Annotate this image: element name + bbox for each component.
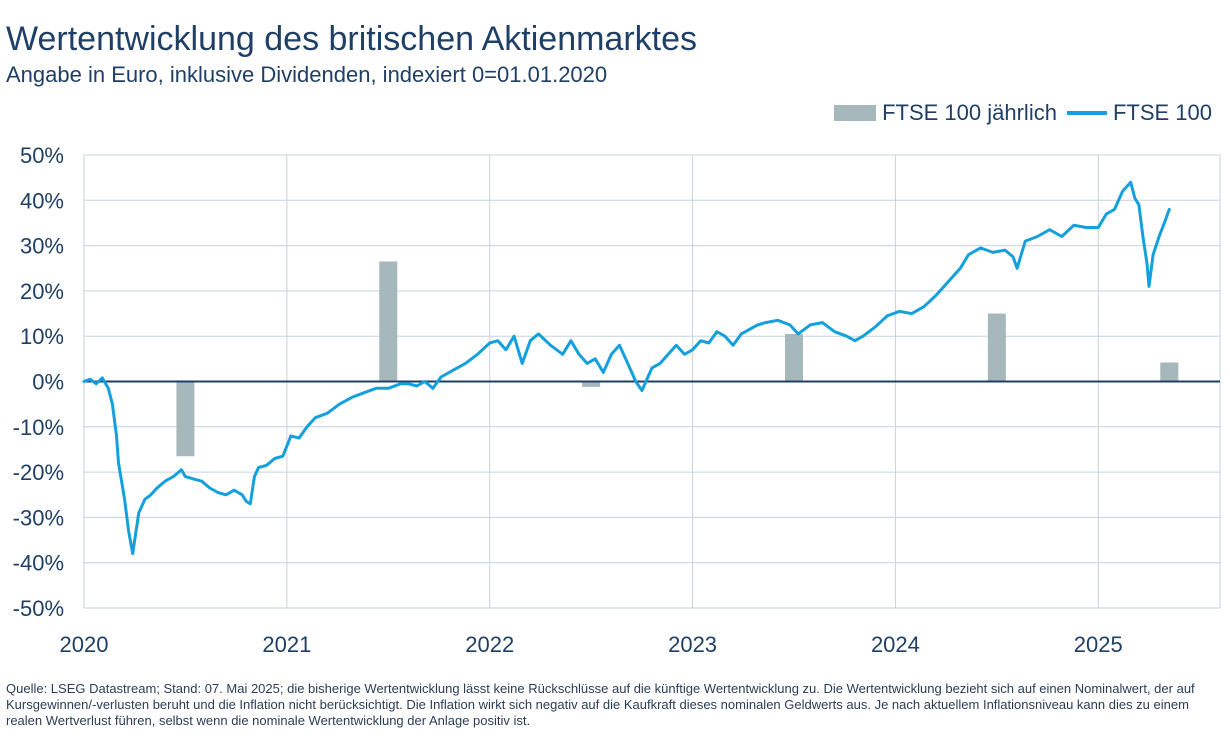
y-tick-label: 40% [20,188,64,213]
legend-item-line: FTSE 100 [1066,100,1212,126]
axis-layer: -50% -40% -30% -20% -10% 0% 10% 20% 30% 40% 50% 202… [13,143,1123,657]
x-tick-label: 2023 [668,632,717,657]
x-tick-label: 2020 [60,632,109,657]
legend-label-line: FTSE 100 [1112,100,1212,125]
bar-layer [176,261,1179,457]
legend-label-bar: FTSE 100 jährlich [882,100,1057,125]
chart-legend: FTSE 100 jährlich FTSE 100 [834,100,1212,126]
legend-line-swatch [1066,111,1107,115]
bar-annual [785,333,803,382]
bar-annual [379,261,398,382]
y-tick-label: -50% [13,596,64,621]
y-tick-label: -10% [13,415,64,440]
y-tick-label: 0% [32,370,64,395]
y-tick-label: 50% [20,143,64,168]
bar-annual [1160,362,1179,382]
y-tick-label: -20% [13,460,64,485]
legend-bar-swatch [834,105,877,121]
y-tick-label: -30% [13,505,64,530]
chart-subtitle: Angabe in Euro, inklusive Dividenden, in… [6,62,608,87]
y-tick-label: 30% [20,234,64,259]
x-tick-label: 2022 [465,632,514,657]
source-footnote: Quelle: LSEG Datastream; Stand: 07. Mai … [6,681,1195,728]
bar-annual [582,381,601,387]
line-layer [82,180,1171,556]
series-line-ftse100 [82,180,1171,556]
x-tick-label: 2024 [871,632,920,657]
x-tick-label: 2025 [1074,632,1123,657]
bar-annual [176,381,195,457]
y-tick-label: 10% [20,324,64,349]
chart-title: Wertentwicklung des britischen Aktienmar… [6,20,698,58]
legend-item-bar: FTSE 100 jährlich [834,100,1057,126]
x-tick-label: 2021 [262,632,311,657]
y-tick-label: 20% [20,279,64,304]
y-tick-label: -40% [13,551,64,576]
chart-plot: -50% -40% -30% -20% -10% 0% 10% 20% 30% 40% 50% 202… [13,143,1221,657]
bar-annual [987,313,1006,382]
